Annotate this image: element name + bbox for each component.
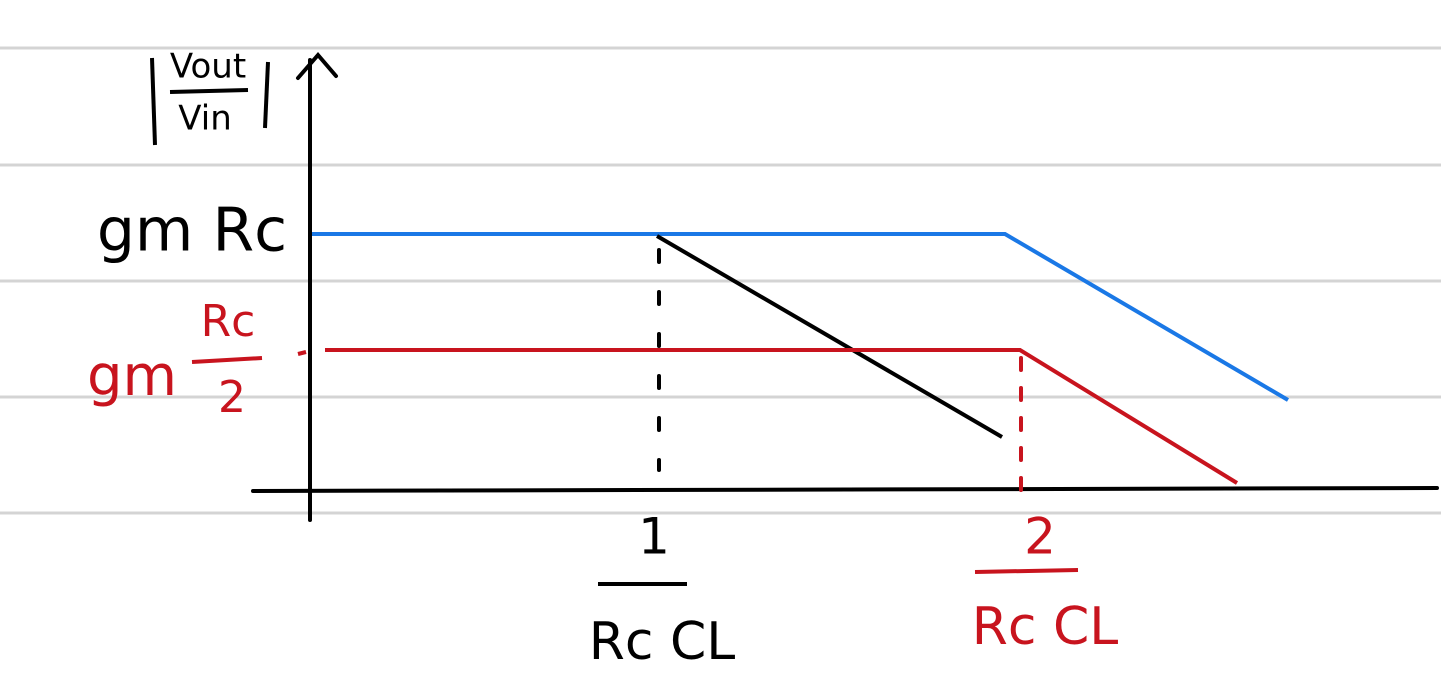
response-line-black [655,234,1004,439]
level-numerator: Rc [201,296,256,347]
level-label-red: gm Rc 2 [87,296,263,423]
frequency-label-red: 2 Rc CL [972,508,1119,658]
frequency-denominator: Rc CL [589,612,736,672]
abs-bar [263,61,270,129]
red-tick [297,350,307,356]
label-denominator: Vin [178,99,232,139]
level-denominator: 2 [218,372,246,423]
response-line-red [325,348,1239,485]
label-numerator: Vout [170,47,246,87]
axes [251,51,1439,522]
ruled-lines [0,46,1441,515]
fraction-bar [169,88,249,94]
x-axis [251,486,1439,493]
response-line-blue [312,232,1290,402]
frequency-denominator: Rc CL [972,597,1119,657]
level-prefix: gm [87,344,177,409]
fraction-bar [974,568,1079,574]
level-label: gm Rc [97,196,287,266]
frequency-numerator: 2 [1024,508,1056,566]
y-axis-label: Vout Vin [150,47,270,146]
y-axis-arrow [296,51,338,80]
frequency-label: 1 Rc CL [589,508,736,673]
frequency-numerator: 1 [638,508,670,566]
abs-bar [150,57,157,146]
fraction-bar [191,356,263,364]
